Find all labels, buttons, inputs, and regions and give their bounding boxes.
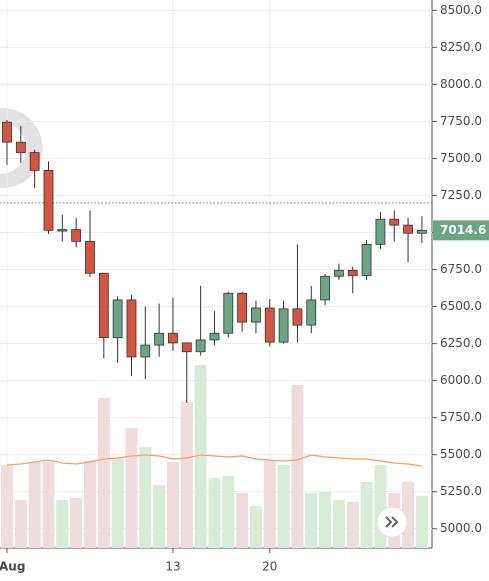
volume-bar xyxy=(236,493,249,548)
candle-body xyxy=(2,121,12,143)
y-tick-label: 7250.0 xyxy=(440,188,482,202)
x-tick-label: 20 xyxy=(262,560,277,574)
volume-bar xyxy=(180,402,193,548)
x-tick-label: Aug xyxy=(0,560,25,574)
y-tick-label: 8250.0 xyxy=(440,40,482,54)
volume-bar xyxy=(56,500,69,548)
y-tick-label: 5750.0 xyxy=(440,410,482,424)
volume-bar xyxy=(277,465,290,548)
candle-body xyxy=(278,308,289,343)
candle-body xyxy=(112,299,123,339)
candle-body xyxy=(140,344,151,358)
candle-body xyxy=(195,339,206,353)
volume-bar xyxy=(402,482,415,548)
volume-bar xyxy=(97,398,110,548)
volume-bar xyxy=(111,458,124,548)
last-price-label: 7014.6 xyxy=(440,223,486,237)
volume-bar xyxy=(263,460,276,548)
candle-body xyxy=(320,275,330,301)
candle-body xyxy=(29,152,40,171)
y-tick-label: 5500.0 xyxy=(440,447,482,461)
candle-body xyxy=(403,224,413,234)
volume-bar xyxy=(153,485,166,548)
y-tick-label: 5000.0 xyxy=(440,521,482,535)
candle-body xyxy=(154,332,165,346)
y-tick-label: 7500.0 xyxy=(440,151,482,165)
last-price-box xyxy=(433,220,489,241)
candle-body xyxy=(43,169,54,231)
candle-body xyxy=(334,269,344,277)
y-tick-label: 5250.0 xyxy=(440,484,482,498)
volume-bar xyxy=(332,500,345,548)
volume-bar xyxy=(14,500,27,548)
volume-bar xyxy=(291,385,304,548)
volume-bar xyxy=(208,478,221,548)
candle-body xyxy=(416,229,427,234)
candle-body xyxy=(126,299,137,358)
scroll-button-icon[interactable] xyxy=(385,516,399,528)
x-tick-label: 13 xyxy=(165,560,180,574)
candle-body xyxy=(98,272,109,339)
volume-bar xyxy=(194,365,207,548)
volume-bar xyxy=(42,462,55,548)
candle-body xyxy=(237,292,248,323)
volume-bar xyxy=(70,498,83,548)
volume-bar xyxy=(1,465,13,548)
candle-body xyxy=(361,243,372,276)
volume-bar xyxy=(28,462,41,548)
volume-bar xyxy=(305,493,318,548)
volume-bar xyxy=(346,502,359,548)
y-tick-label: 8000.0 xyxy=(440,77,482,91)
volume-bar xyxy=(125,428,138,548)
volume-bar xyxy=(319,492,332,548)
candle-body xyxy=(181,342,192,353)
candle-body xyxy=(375,218,386,245)
candle-body xyxy=(264,307,275,343)
candle-body xyxy=(389,218,400,226)
y-tick-label: 6750.0 xyxy=(440,262,482,276)
volume-bar xyxy=(222,476,235,548)
y-tick-label: 7750.0 xyxy=(440,114,482,128)
candle-body xyxy=(292,308,303,326)
volume-bar xyxy=(360,482,373,548)
candle-body xyxy=(306,299,317,326)
volume-ma-line xyxy=(6,454,422,467)
y-tick-label: 6000.0 xyxy=(440,373,482,387)
scroll-button[interactable] xyxy=(376,506,408,538)
candle-body xyxy=(57,229,68,232)
candle-body xyxy=(15,141,26,153)
y-tick-label: 6250.0 xyxy=(440,336,482,350)
volume-bar xyxy=(415,496,428,548)
volume-bar xyxy=(166,462,179,548)
volume-bar xyxy=(83,460,96,548)
candle-body xyxy=(71,229,82,242)
candle-body xyxy=(209,332,220,341)
candle-body xyxy=(168,332,178,344)
y-tick-label: 8500.0 xyxy=(440,3,482,17)
candle-body xyxy=(223,292,234,334)
candle-body xyxy=(85,241,95,274)
volume-bar xyxy=(249,506,262,548)
candle-body xyxy=(347,269,358,276)
candle-body xyxy=(251,307,261,323)
y-tick-label: 6500.0 xyxy=(440,299,482,313)
volume-bar xyxy=(139,447,152,548)
